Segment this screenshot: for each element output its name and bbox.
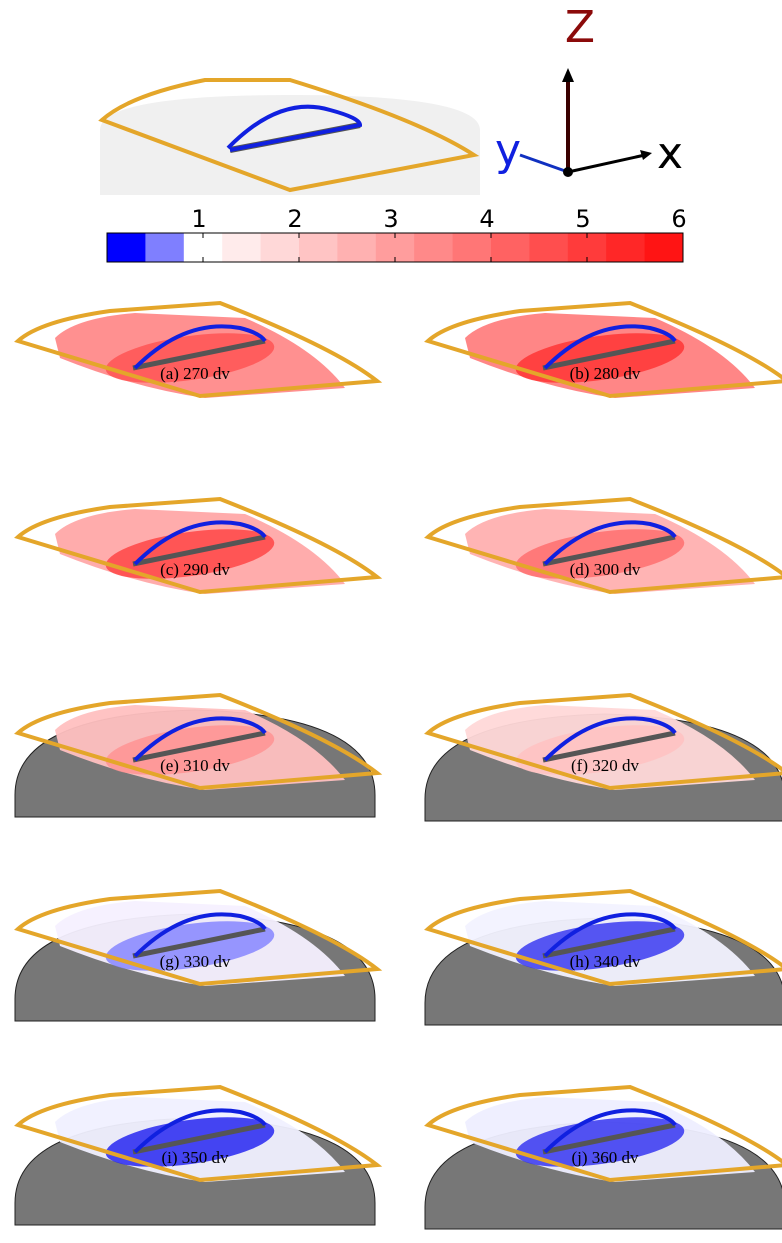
z-label: Z (565, 2, 595, 53)
arc (133, 1108, 267, 1154)
outline (14, 692, 383, 791)
colorbar-cell (529, 233, 569, 262)
arrow (562, 68, 574, 82)
arc (133, 324, 267, 370)
colorbar-cell (644, 233, 684, 262)
bar (542, 926, 676, 959)
x-axis (567, 153, 646, 174)
colorbar-cell (260, 233, 300, 262)
y-axis (519, 153, 569, 174)
panels: (a) 270 dv (b) 280 dv (c) 290 dv (d) 300 dv… (14, 300, 782, 1230)
caption: (h) 340 dv (570, 952, 641, 971)
bar (542, 1122, 676, 1155)
panel (424, 692, 782, 822)
caption: (a) 270 dv (160, 364, 230, 383)
arc (133, 912, 267, 958)
outline (424, 300, 782, 399)
outline (424, 888, 782, 987)
colorbar-cell (145, 233, 185, 262)
colorbar-tick-label: 4 (479, 205, 494, 233)
caption: (j) 360 dv (571, 1148, 639, 1167)
colorbar-tick-label: 5 (575, 205, 590, 233)
panel (14, 300, 383, 399)
colorbar-cell (299, 233, 338, 262)
bar (542, 338, 676, 371)
bar (132, 338, 266, 371)
panel (424, 496, 782, 595)
colorbar-cell (337, 233, 377, 262)
colorbar: 1 2 3 4 5 6 (106, 205, 687, 263)
bar (132, 730, 266, 763)
outline (14, 496, 383, 595)
arrow (640, 150, 652, 160)
arc (133, 520, 267, 566)
bar (132, 926, 266, 959)
colorbar-tick-label: 1 (191, 205, 206, 233)
outline (14, 1084, 383, 1183)
origin (563, 167, 573, 177)
panel (424, 888, 782, 1026)
panel (424, 300, 782, 399)
colorbar-cell (414, 233, 454, 262)
caption: (b) 280 dv (570, 364, 641, 383)
outline (98, 78, 480, 193)
outline (14, 888, 383, 987)
colorbar-tick-label: 2 (287, 205, 302, 233)
outline (424, 496, 782, 595)
colorbar-cell (491, 233, 530, 262)
colorbar-cell (107, 233, 146, 262)
colorbar-tick-label: 3 (383, 205, 398, 233)
panel (14, 888, 383, 1022)
panel (14, 496, 383, 595)
arc (133, 716, 267, 762)
caption: (f) 320 dv (571, 756, 639, 775)
caption: (g) 330 dv (160, 952, 231, 971)
arc (226, 104, 363, 152)
bar (132, 534, 266, 567)
bar (542, 730, 676, 763)
caption: (d) 300 dv (570, 560, 641, 579)
bar (542, 534, 676, 567)
x-label: x (657, 128, 683, 179)
colorbar-cell (606, 233, 646, 262)
panel (424, 1084, 782, 1230)
colorbar-cell (222, 233, 262, 262)
caption: (e) 310 dv (160, 756, 230, 775)
colorbar-cell (452, 233, 492, 262)
outline (424, 1084, 782, 1183)
overview: Z y x (98, 2, 683, 195)
arc (543, 716, 677, 762)
colorbar-tick-label: 6 (671, 205, 686, 233)
outline (424, 692, 782, 791)
bar (132, 1122, 266, 1155)
panel (14, 692, 383, 818)
arc (543, 912, 677, 958)
outline (14, 300, 383, 399)
caption: (c) 290 dv (160, 560, 230, 579)
arc (543, 1108, 677, 1154)
caption: (i) 350 dv (161, 1148, 229, 1167)
y-label: y (495, 125, 521, 176)
arc (543, 520, 677, 566)
arc (543, 324, 677, 370)
panel (14, 1084, 383, 1226)
